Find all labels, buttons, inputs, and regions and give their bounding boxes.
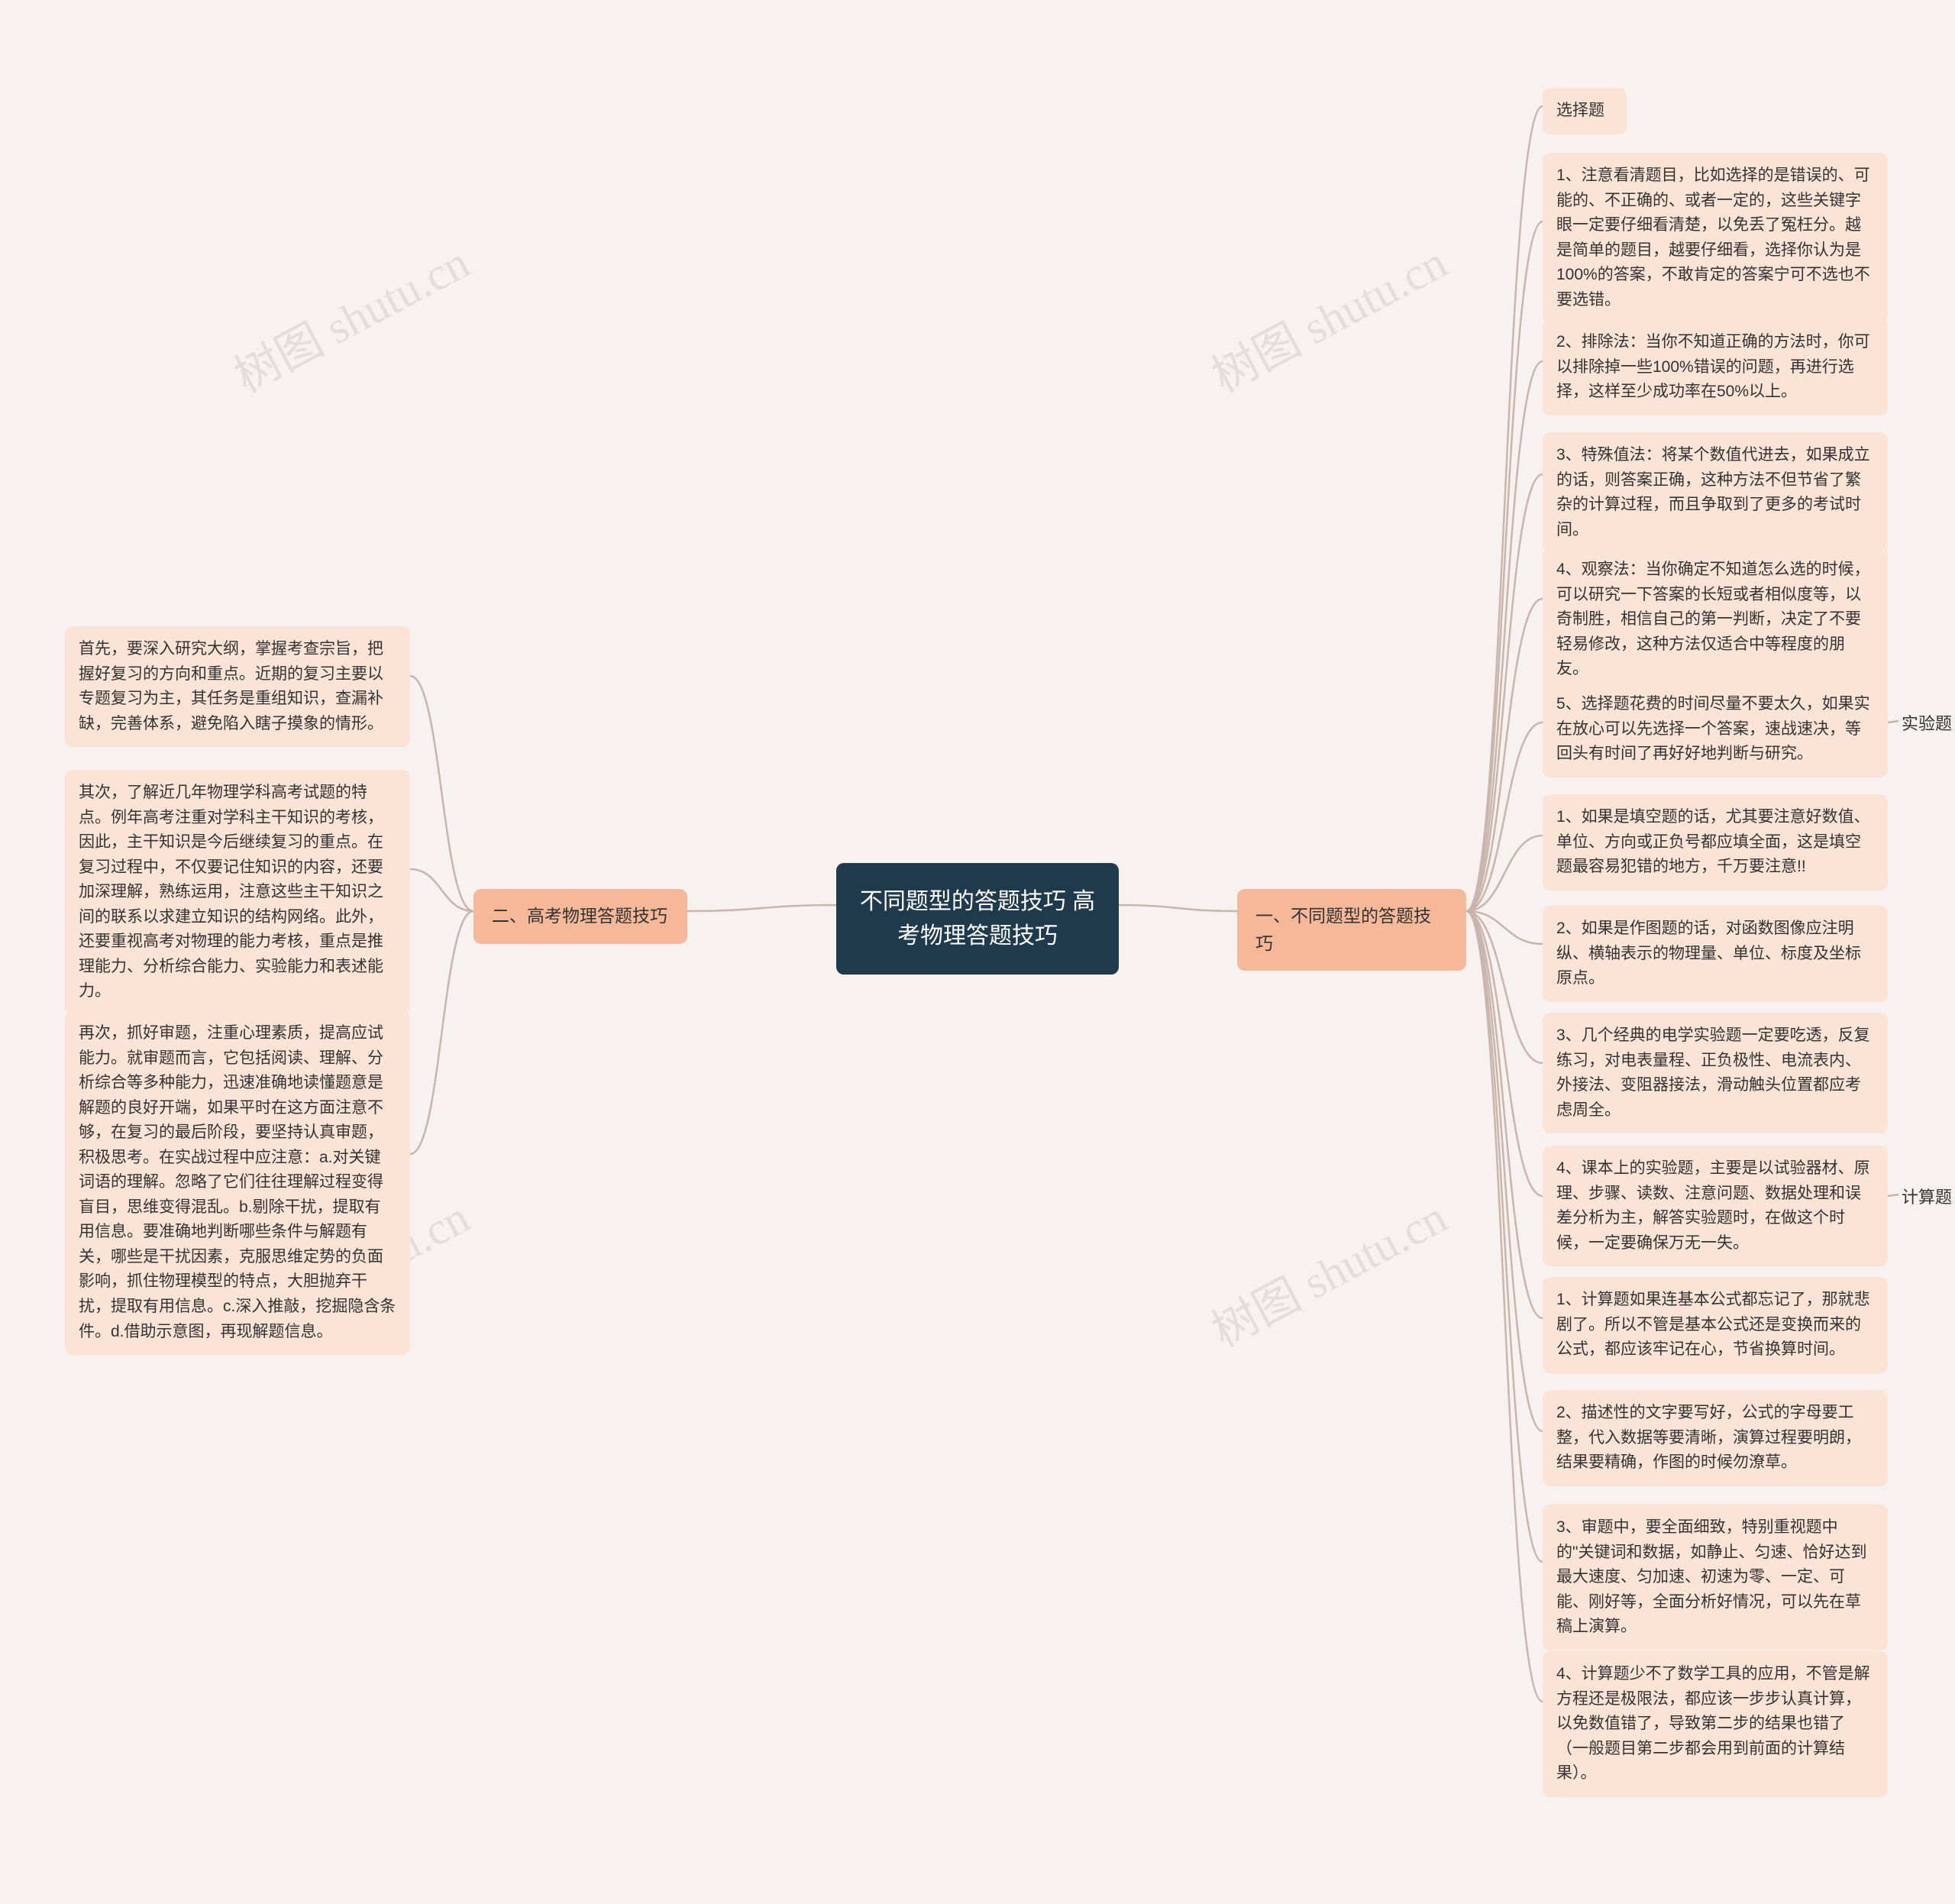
watermark: 树图 shutu.cn	[1198, 226, 1456, 406]
leaf-node[interactable]: 1、注意看清题目，比如选择的是错误的、可能的、不正确的、或者一定的，这些关键字眼…	[1543, 153, 1888, 323]
root-node[interactable]: 不同题型的答题技巧 高考物理答题技巧	[836, 863, 1119, 975]
branch-node[interactable]: 一、不同题型的答题技巧	[1237, 889, 1466, 971]
leaf-node[interactable]: 选择题	[1543, 88, 1627, 134]
leaf-node[interactable]: 2、排除法：当你不知道正确的方法时，你可以排除掉一些100%错误的问题，再进行选…	[1543, 319, 1888, 415]
leaf-tag: 实验题	[1902, 710, 1952, 735]
leaf-node[interactable]: 2、如果是作图题的话，对函数图像应注明纵、横轴表示的物理量、单位、标度及坐标原点…	[1543, 906, 1888, 1002]
leaf-node[interactable]: 3、特殊值法：将某个数值代进去，如果成立的话，则答案正确，这种方法不但节省了繁杂…	[1543, 432, 1888, 553]
branch-node[interactable]: 二、高考物理答题技巧	[473, 889, 687, 944]
leaf-node[interactable]: 3、几个经典的电学实验题一定要吃透，反复练习，对电表量程、正负极性、电流表内、外…	[1543, 1013, 1888, 1133]
leaf-node[interactable]: 1、计算题如果连基本公式都忘记了，那就悲剧了。所以不管是基本公式还是变换而来的公…	[1543, 1277, 1888, 1373]
leaf-node[interactable]: 4、观察法：当你确定不知道怎么选的时候，可以研究一下答案的长短或者相似度等，以奇…	[1543, 547, 1888, 693]
leaf-node[interactable]: 再次，抓好审题，注重心理素质，提高应试能力。就审题而言，它包括阅读、理解、分析综…	[65, 1010, 410, 1355]
watermark: 树图 shutu.cn	[1198, 1181, 1456, 1360]
leaf-node[interactable]: 1、如果是填空题的话，尤其要注意好数值、单位、方向或正负号都应填全面，这是填空题…	[1543, 794, 1888, 891]
watermark: 树图 shutu.cn	[221, 226, 479, 406]
leaf-node[interactable]: 其次，了解近几年物理学科高考试题的特点。例年高考注重对学科主干知识的考核，因此，…	[65, 770, 410, 1015]
leaf-node[interactable]: 2、描述性的文字要写好，公式的字母要工整，代入数据等要清晰，演算过程要明朗，结果…	[1543, 1390, 1888, 1486]
leaf-node[interactable]: 5、选择题花费的时间尽量不要太久，如果实在放心可以先选择一个答案，速战速决，等回…	[1543, 681, 1888, 777]
mindmap-canvas: 树图 shutu.cn树图 shutu.cn树图 shutu.cn树图 shut…	[0, 0, 1955, 1904]
leaf-node[interactable]: 3、审题中，要全面细致，特别重视题中的"关键词和数据，如静止、匀速、恰好达到最大…	[1543, 1505, 1888, 1650]
leaf-tag: 计算题	[1902, 1184, 1952, 1208]
leaf-node[interactable]: 4、课本上的实验题，主要是以试验器材、原理、步骤、读数、注意问题、数据处理和误差…	[1543, 1146, 1888, 1266]
leaf-node[interactable]: 4、计算题少不了数学工具的应用，不管是解方程还是极限法，都应该一步步认真计算，以…	[1543, 1651, 1888, 1797]
leaf-node[interactable]: 首先，要深入研究大纲，掌握考查宗旨，把握好复习的方向和重点。近期的复习主要以专题…	[65, 626, 410, 747]
